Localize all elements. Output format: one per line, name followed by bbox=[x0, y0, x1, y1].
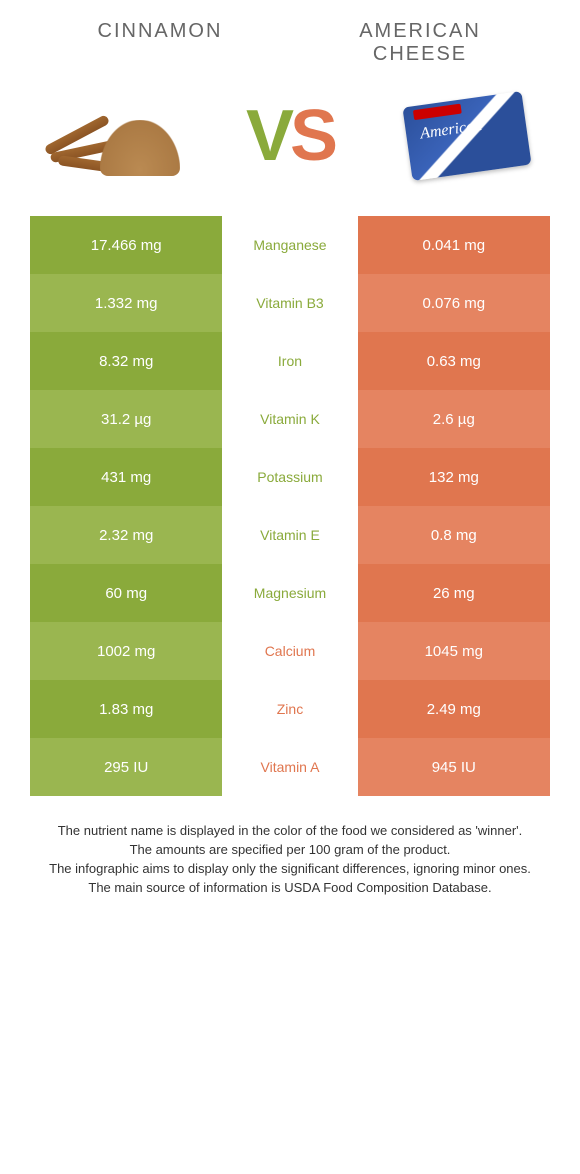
left-image bbox=[30, 86, 197, 186]
nutrient-name: Vitamin E bbox=[222, 506, 357, 564]
left-value: 17.466 mg bbox=[30, 216, 222, 274]
table-row: 1.83 mgZinc2.49 mg bbox=[30, 680, 550, 738]
vs-v: V bbox=[246, 96, 290, 176]
comparison-table: 17.466 mgManganese0.041 mg1.332 mgVitami… bbox=[30, 216, 550, 796]
table-row: 8.32 mgIron0.63 mg bbox=[30, 332, 550, 390]
vs-label: VS bbox=[207, 95, 374, 177]
nutrient-name: Iron bbox=[222, 332, 357, 390]
nutrient-name: Potassium bbox=[222, 448, 357, 506]
table-row: 431 mgPotassium132 mg bbox=[30, 448, 550, 506]
right-value: 2.6 µg bbox=[358, 390, 550, 448]
nutrient-name: Vitamin A bbox=[222, 738, 357, 796]
table-row: 1002 mgCalcium1045 mg bbox=[30, 622, 550, 680]
footer-notes: The nutrient name is displayed in the co… bbox=[30, 822, 550, 897]
table-row: 295 IUVitamin A945 IU bbox=[30, 738, 550, 796]
nutrient-name: Vitamin K bbox=[222, 390, 357, 448]
right-value: 945 IU bbox=[358, 738, 550, 796]
left-value: 295 IU bbox=[30, 738, 222, 796]
nutrient-name: Zinc bbox=[222, 680, 357, 738]
nutrient-name: Magnesium bbox=[222, 564, 357, 622]
right-value: 26 mg bbox=[358, 564, 550, 622]
hero-row: VS American bbox=[30, 86, 550, 186]
left-value: 1.83 mg bbox=[30, 680, 222, 738]
table-row: 2.32 mgVitamin E0.8 mg bbox=[30, 506, 550, 564]
table-row: 17.466 mgManganese0.041 mg bbox=[30, 216, 550, 274]
footer-line: The main source of information is USDA F… bbox=[30, 879, 550, 898]
left-title: Cinnamon bbox=[56, 20, 264, 66]
right-value: 2.49 mg bbox=[358, 680, 550, 738]
right-title: American Cheese bbox=[316, 20, 524, 66]
right-value: 0.63 mg bbox=[358, 332, 550, 390]
table-row: 60 mgMagnesium26 mg bbox=[30, 564, 550, 622]
footer-line: The amounts are specified per 100 gram o… bbox=[30, 841, 550, 860]
left-value: 2.32 mg bbox=[30, 506, 222, 564]
footer-line: The infographic aims to display only the… bbox=[30, 860, 550, 879]
left-value: 8.32 mg bbox=[30, 332, 222, 390]
right-value: 0.041 mg bbox=[358, 216, 550, 274]
left-value: 60 mg bbox=[30, 564, 222, 622]
vs-s: S bbox=[290, 96, 334, 176]
table-row: 31.2 µgVitamin K2.6 µg bbox=[30, 390, 550, 448]
table-row: 1.332 mgVitamin B30.076 mg bbox=[30, 274, 550, 332]
nutrient-name: Manganese bbox=[222, 216, 357, 274]
nutrient-name: Calcium bbox=[222, 622, 357, 680]
footer-line: The nutrient name is displayed in the co… bbox=[30, 822, 550, 841]
left-value: 431 mg bbox=[30, 448, 222, 506]
right-image: American bbox=[383, 86, 550, 186]
left-value: 1002 mg bbox=[30, 622, 222, 680]
left-value: 1.332 mg bbox=[30, 274, 222, 332]
cheese-package-text: American bbox=[419, 117, 483, 143]
right-value: 0.076 mg bbox=[358, 274, 550, 332]
right-value: 1045 mg bbox=[358, 622, 550, 680]
left-value: 31.2 µg bbox=[30, 390, 222, 448]
right-value: 0.8 mg bbox=[358, 506, 550, 564]
nutrient-name: Vitamin B3 bbox=[222, 274, 357, 332]
right-value: 132 mg bbox=[358, 448, 550, 506]
